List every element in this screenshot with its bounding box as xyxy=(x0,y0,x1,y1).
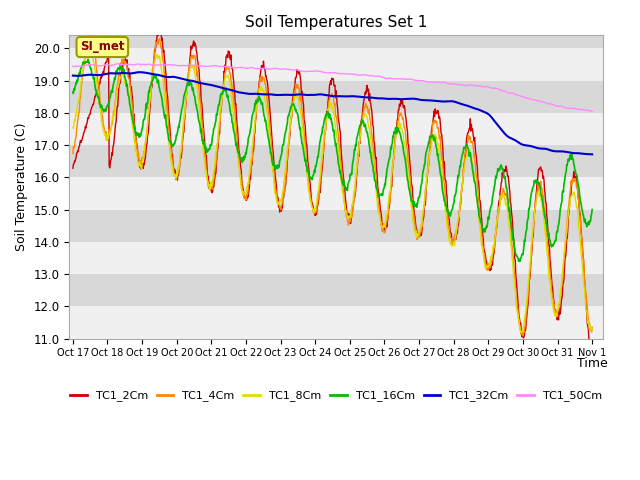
Bar xyxy=(69,210,602,242)
Text: SI_met: SI_met xyxy=(80,40,125,53)
Bar xyxy=(69,113,602,145)
Bar xyxy=(69,177,602,210)
Bar xyxy=(69,306,602,339)
X-axis label: Time: Time xyxy=(577,357,608,370)
Title: Soil Temperatures Set 1: Soil Temperatures Set 1 xyxy=(244,15,427,30)
Legend: TC1_2Cm, TC1_4Cm, TC1_8Cm, TC1_16Cm, TC1_32Cm, TC1_50Cm: TC1_2Cm, TC1_4Cm, TC1_8Cm, TC1_16Cm, TC1… xyxy=(65,386,607,406)
Bar xyxy=(69,145,602,177)
Bar xyxy=(69,81,602,113)
Bar xyxy=(69,48,602,81)
Bar xyxy=(69,274,602,306)
Bar xyxy=(69,242,602,274)
Y-axis label: Soil Temperature (C): Soil Temperature (C) xyxy=(15,123,28,251)
